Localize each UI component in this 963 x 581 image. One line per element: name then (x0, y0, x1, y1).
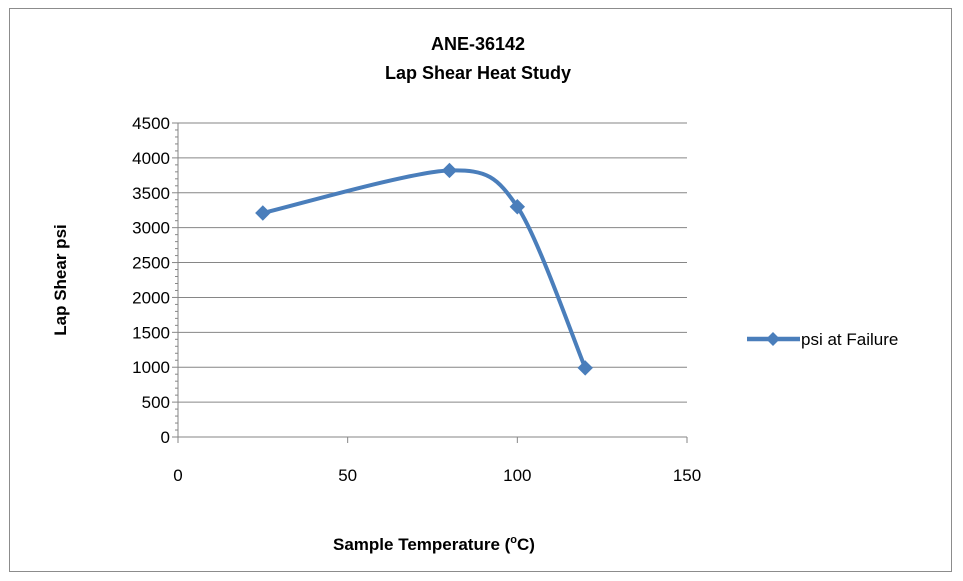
chart-frame: ANE-36142 Lap Shear Heat Study 0 500 1000 1… (9, 8, 952, 572)
y-tick-label-500: 500 (142, 393, 170, 412)
y-tick-label-1000: 1000 (132, 358, 170, 377)
x-tick-label-50: 50 (338, 466, 357, 485)
data-point-80 (441, 162, 458, 179)
x-axis-title-prefix: Sample Temperature ( (333, 535, 511, 554)
data-point-120 (577, 360, 593, 376)
y-tick-label-3500: 3500 (132, 184, 170, 203)
legend-label: psi at Failure (801, 330, 898, 349)
series-line-0 (262, 168, 588, 369)
y-tick-label-3000: 3000 (132, 219, 170, 238)
y-tick-label-1500: 1500 (132, 323, 170, 342)
chart-svg: ANE-36142 Lap Shear Heat Study 050010001… (51, 34, 898, 554)
data-point-25 (255, 205, 271, 221)
data-point-100 (509, 199, 526, 215)
legend-diamond-marker (766, 332, 780, 346)
x-tick-label-150: 150 (673, 466, 701, 485)
y-tick-label-2500: 2500 (132, 254, 170, 273)
series-layer (255, 162, 593, 376)
y-axis-title: Lap Shear psi (51, 224, 70, 335)
legend: psi at Failure (747, 330, 898, 349)
x-tick-label-100: 100 (503, 466, 531, 485)
y-tick-label-4500: 4500 (132, 114, 170, 133)
chart-title-line2: Lap Shear Heat Study (385, 63, 571, 83)
y-tick-label-0: 0 (161, 428, 170, 447)
axes (172, 122, 688, 443)
chart-title-line1: ANE-36142 (431, 34, 525, 54)
y-tick-label-4000: 4000 (132, 149, 170, 168)
x-axis-title-suffix: C) (517, 535, 535, 554)
y-tick-label-2000: 2000 (132, 288, 170, 307)
x-axis-title-sup: o (510, 534, 517, 546)
grid-lines (178, 122, 687, 403)
x-axis-title: Sample Temperature (oC) (333, 534, 535, 554)
tick-labels: 0 500 1000 1500 2000 2500 3000 3500 4000 4500 0 50 1… (132, 114, 701, 485)
x-tick-label-0: 0 (173, 466, 182, 485)
